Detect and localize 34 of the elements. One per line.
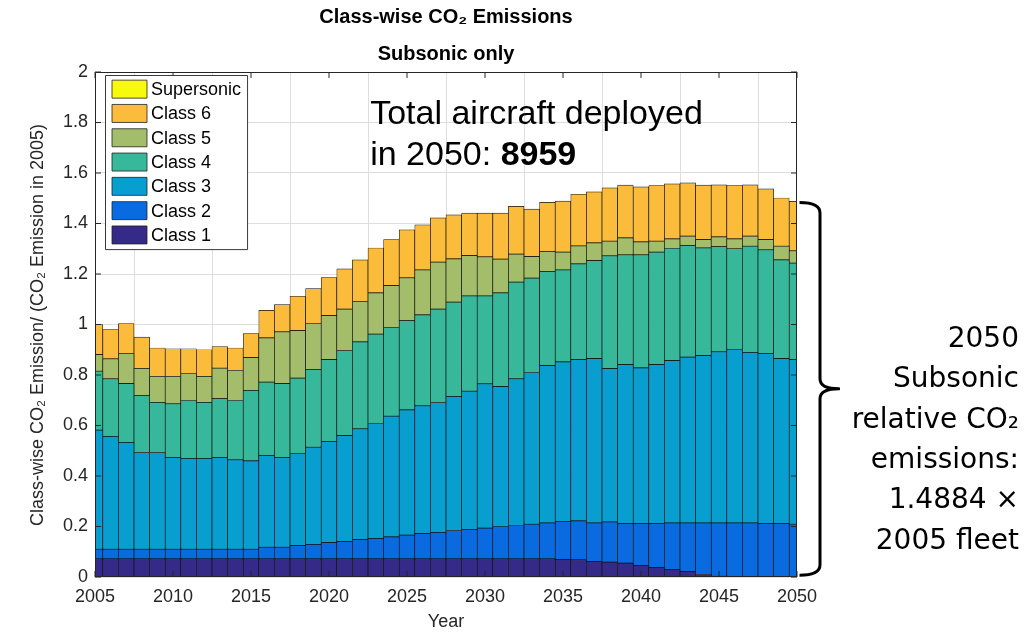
chart-title: Class-wise CO₂ Emissions [319, 4, 573, 28]
y-tick-label: 2 [77, 60, 88, 81]
chart-subtitle: Subsonic only [377, 41, 515, 65]
x-tick-label: 2040 [620, 585, 662, 606]
annotation: Total aircraft deployed in 2050: 8959 [370, 92, 704, 174]
y-tick-label: 1.2 [62, 262, 88, 283]
x-tick-label: 2010 [152, 585, 194, 606]
legend-label: Supersonic [151, 79, 242, 100]
legend-label: Class 4 [151, 152, 212, 173]
y-tick-label: 1 [77, 313, 88, 334]
legend-label: Class 5 [151, 127, 212, 148]
x-tick-label: 2005 [74, 585, 116, 606]
x-tick-label: 2025 [386, 585, 428, 606]
x-tick-label: 2020 [308, 585, 350, 606]
y-tick-label: 0.4 [62, 464, 88, 485]
x-tick-label: 2045 [698, 585, 740, 606]
y-tick-label: 0 [77, 565, 88, 586]
x-axis-title: Year [427, 611, 465, 632]
legend-label: Class 1 [151, 224, 212, 245]
y-tick-label: 1.8 [62, 111, 88, 132]
legend-label: Class 2 [151, 200, 212, 221]
y-tick-label: 1.6 [62, 161, 88, 182]
y-tick-label: 0.8 [62, 363, 88, 384]
legend-label: Class 6 [151, 103, 212, 124]
x-tick-label: 2035 [542, 585, 584, 606]
x-tick-label: 2030 [464, 585, 506, 606]
y-tick-label: 1.4 [62, 212, 88, 233]
y-tick-label: 0.2 [62, 515, 88, 536]
y-axis-title: Class-wise CO₂ Emission/ (CO₂ Emission in 2005) [26, 123, 48, 526]
x-tick-label: 2015 [230, 585, 272, 606]
x-tick-label: 2050 [776, 585, 818, 606]
legend-label: Class 3 [151, 176, 212, 197]
text: 2050 Subsonic relative CO₂ emissions: 1.4884 × 2005 fleet [850, 320, 1019, 558]
y-tick-label: 0.6 [62, 414, 88, 435]
